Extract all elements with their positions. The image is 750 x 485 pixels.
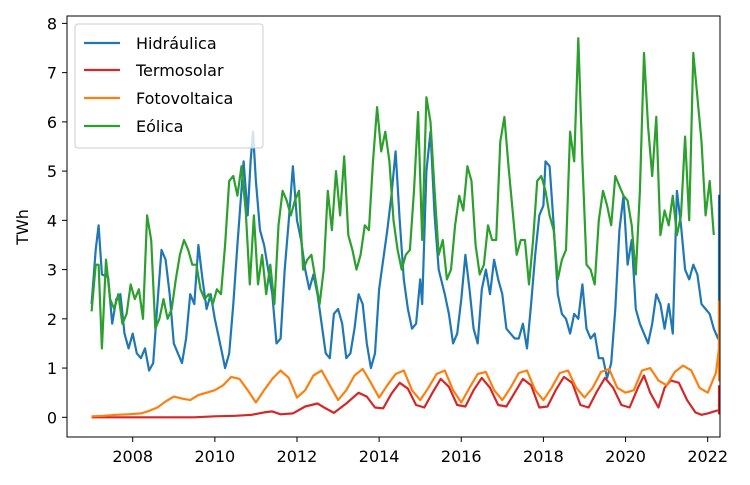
legend-label-fotovoltaica: Fotovoltaica (136, 89, 233, 108)
legend-label-hidraulica: Hidráulica (136, 34, 217, 53)
y-tick-label: 4 (47, 211, 57, 230)
series-line-hidraulica (90, 130, 721, 379)
x-tick-label: 2012 (277, 447, 318, 466)
legend-frame (74, 23, 264, 149)
series-line-fotovoltaica (91, 300, 721, 418)
legend-label-termosolar: Termosolar (135, 61, 224, 80)
y-tick-label: 3 (47, 261, 57, 280)
x-tick-label: 2008 (112, 447, 153, 466)
plot-frame (66, 15, 721, 438)
legend-label-eolica: Eólica (136, 117, 183, 136)
series-line-termosolar (91, 374, 721, 419)
y-tick-label: 8 (47, 14, 57, 33)
series-line-eolica (90, 37, 715, 350)
x-tick-label: 2022 (687, 447, 728, 466)
x-tick-label: 2020 (605, 447, 646, 466)
y-tick-label: 6 (47, 113, 57, 132)
y-axis-label: TWh (13, 209, 32, 246)
x-tick-label: 2018 (523, 447, 564, 466)
legend: Hidráulica Termosolar Fotovoltaica Eólic… (74, 23, 264, 149)
y-tick-label: 1 (47, 359, 57, 378)
y-tick-label: 5 (47, 162, 57, 181)
ticks-layer: 2008 2010 2012 2014 2016 2018 2020 2022 0 1 2 3 4 5 6 7… (47, 14, 728, 466)
y-tick-label: 0 (47, 408, 57, 427)
y-tick-label: 7 (47, 64, 57, 83)
x-tick-label: 2016 (441, 447, 482, 466)
x-tick-label: 2010 (194, 447, 235, 466)
series-layer (90, 37, 721, 419)
y-tick-label: 2 (47, 310, 57, 329)
x-tick-label: 2014 (359, 447, 400, 466)
